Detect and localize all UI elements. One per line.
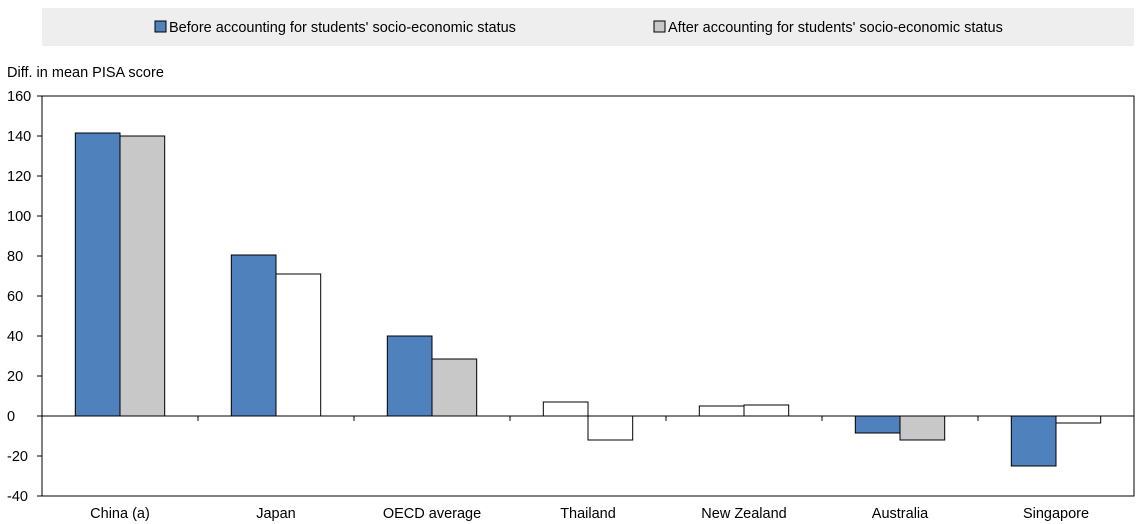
bar-after [899, 415, 946, 441]
x-tick-label: Japan [256, 506, 296, 522]
bar-after [1055, 415, 1102, 424]
bar-before [74, 132, 121, 417]
legend-label-before: Before accounting for students' socio-ec… [169, 20, 516, 36]
y-tick-label: -20 [7, 449, 28, 465]
bar-before [1010, 415, 1057, 467]
legend-background [42, 8, 1134, 46]
y-axis-title: Diff. in mean PISA score [7, 65, 164, 81]
bar-before [698, 405, 745, 417]
bar-before [542, 401, 589, 417]
bar-after [587, 415, 634, 441]
bar-after [119, 135, 166, 417]
y-tick-label: 160 [7, 89, 31, 105]
bar-after [431, 358, 478, 417]
bar-before [854, 415, 901, 434]
bar-after [275, 273, 322, 417]
plot-area: -40 -20 0 20 40 60 80 100 120 140 160 China (a) Japa… [7, 89, 1135, 522]
x-tick-label: Thailand [560, 506, 616, 522]
y-tick-label: 120 [7, 169, 31, 185]
bar-before [230, 254, 277, 417]
legend-swatch-after [653, 20, 666, 33]
legend-swatch-before [154, 20, 167, 33]
bar-after [743, 404, 790, 417]
y-tick-label: -40 [7, 489, 28, 505]
x-tick-label: Australia [872, 506, 929, 522]
y-tick-label: 20 [7, 369, 23, 385]
x-tick-label: OECD average [383, 506, 481, 522]
bar-before [386, 335, 433, 417]
legend: Before accounting for students' socio-ec… [42, 8, 1134, 46]
y-tick-label: 80 [7, 249, 23, 265]
y-tick-label: 100 [7, 209, 31, 225]
y-tick-label: 40 [7, 329, 23, 345]
y-tick-label: 140 [7, 129, 31, 145]
x-tick-label: Singapore [1023, 506, 1089, 522]
x-tick-label: China (a) [90, 506, 150, 522]
y-tick-label: 0 [7, 409, 15, 425]
x-tick-label: New Zealand [701, 506, 786, 522]
y-tick-label: 60 [7, 289, 23, 305]
legend-label-after: After accounting for students' socio-eco… [668, 20, 1003, 36]
